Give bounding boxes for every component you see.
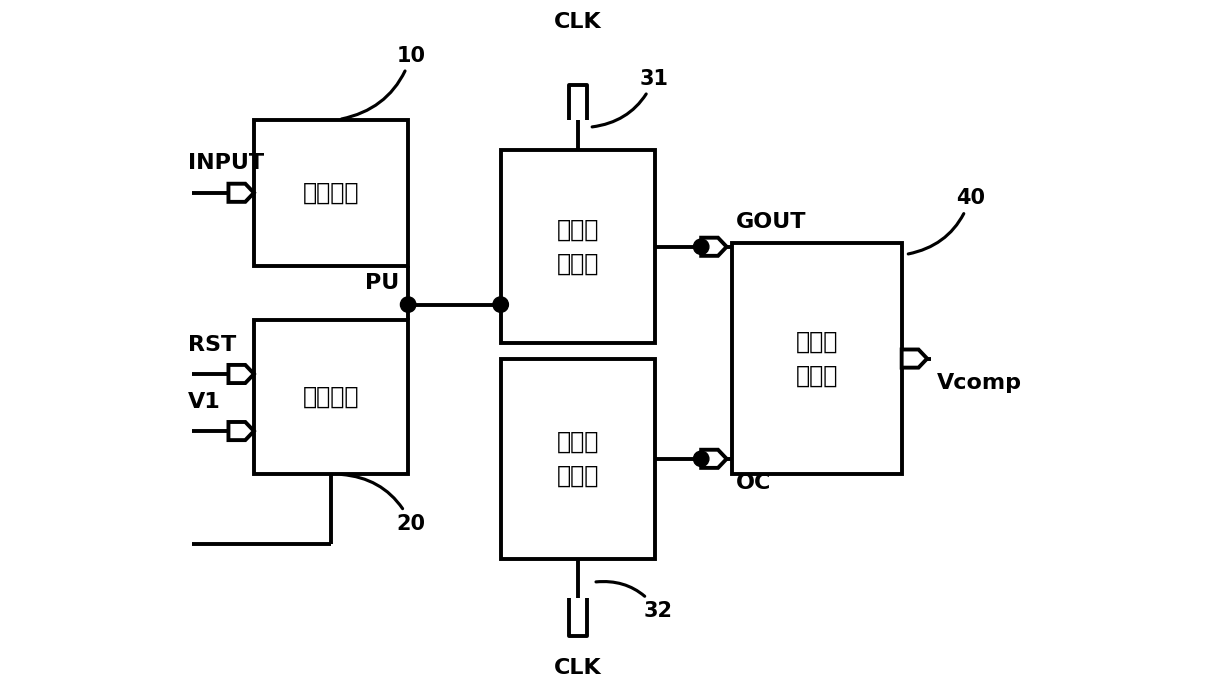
Text: 10: 10 [342,46,425,119]
Circle shape [693,451,709,466]
FancyBboxPatch shape [254,119,408,266]
Polygon shape [701,450,726,468]
Text: OC: OC [736,473,772,493]
Text: Vcomp: Vcomp [936,373,1022,393]
Text: V1: V1 [189,391,222,412]
FancyBboxPatch shape [254,320,408,474]
Polygon shape [228,365,254,383]
Text: CLK: CLK [554,658,601,678]
FancyBboxPatch shape [733,243,902,474]
Polygon shape [902,350,927,368]
Text: 第一输
出电路: 第一输 出电路 [556,218,599,276]
Text: 输出控
制电路: 输出控 制电路 [796,330,838,387]
FancyBboxPatch shape [501,359,655,559]
Text: 预充电路: 预充电路 [303,180,359,205]
Text: 20: 20 [342,475,425,534]
Circle shape [693,239,709,255]
Polygon shape [228,184,254,202]
Circle shape [492,297,508,312]
Circle shape [401,297,415,312]
Polygon shape [701,237,726,256]
Text: PU: PU [365,273,399,293]
Text: CLK: CLK [554,12,601,33]
Text: 32: 32 [597,582,673,621]
Polygon shape [228,422,254,440]
Text: RST: RST [189,335,236,355]
Text: 31: 31 [592,69,669,127]
Text: 第二输
出电路: 第二输 出电路 [556,430,599,488]
Text: 40: 40 [908,188,985,254]
Text: INPUT: INPUT [189,153,265,174]
FancyBboxPatch shape [501,151,655,343]
Text: GOUT: GOUT [736,212,806,232]
Text: 复位电路: 复位电路 [303,385,359,409]
